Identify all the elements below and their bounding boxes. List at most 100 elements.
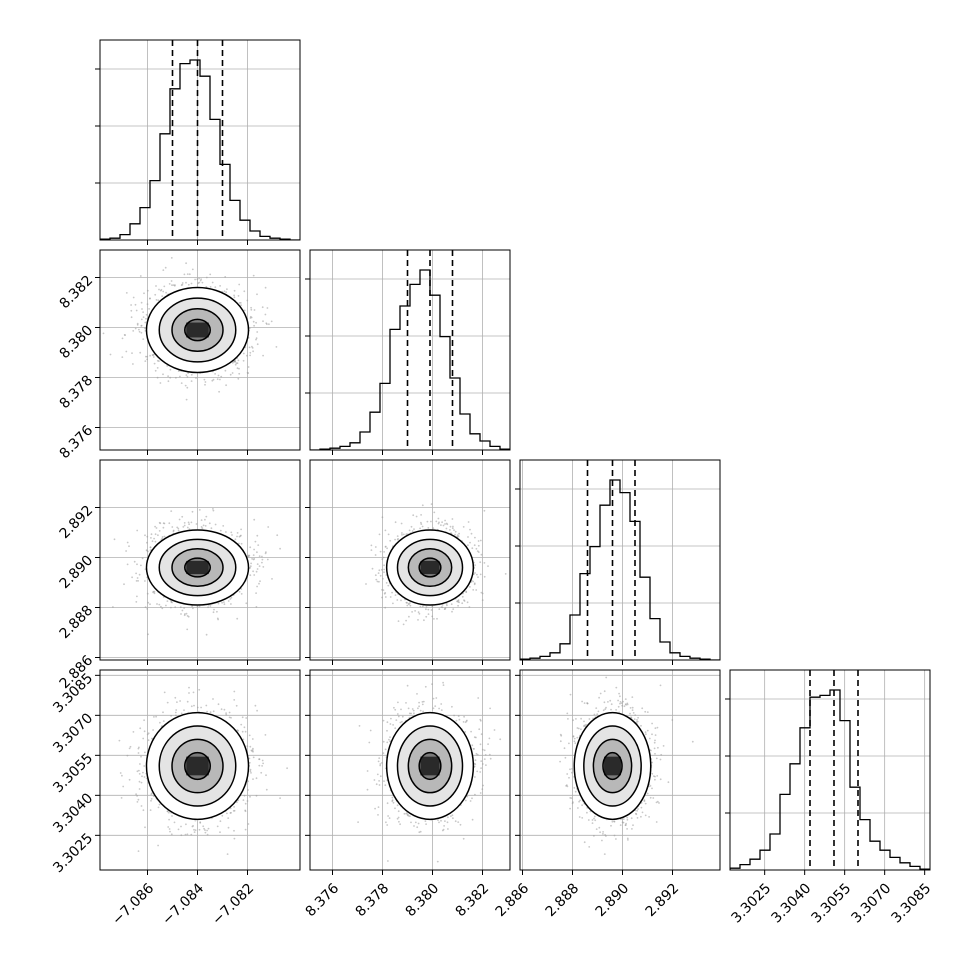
scatter-point xyxy=(418,612,421,615)
scatter-point xyxy=(468,606,471,608)
scatter-point xyxy=(183,614,186,617)
scatter-point xyxy=(112,606,114,608)
scatter-point xyxy=(251,347,254,349)
scatter-point xyxy=(196,278,199,281)
scatter-point xyxy=(181,282,184,284)
scatter-point xyxy=(381,589,383,591)
scatter-point xyxy=(258,555,261,557)
contour-line-2 xyxy=(396,538,464,597)
scatter-point xyxy=(396,538,399,541)
scatter-point xyxy=(391,591,393,594)
scatter-point xyxy=(243,309,246,312)
scatter-point xyxy=(231,534,233,536)
panel-content-0-0 xyxy=(100,40,300,240)
scatter-point xyxy=(481,599,484,601)
scatter-point xyxy=(431,615,434,618)
scatter-point xyxy=(236,617,239,620)
scatter-point xyxy=(142,316,145,318)
scatter-point xyxy=(252,350,255,353)
scatter-point xyxy=(413,528,415,530)
scatter-point xyxy=(467,544,469,547)
scatter-point xyxy=(146,289,149,292)
scatter-point xyxy=(261,555,263,558)
scatter-point xyxy=(374,574,377,577)
scatter-point xyxy=(454,533,456,536)
scatter-point xyxy=(223,290,226,293)
y-tick-label: 2.888 xyxy=(57,602,97,642)
scatter-point xyxy=(211,379,214,382)
scatter-point xyxy=(257,544,260,546)
scatter-point xyxy=(190,380,193,382)
scatter-point xyxy=(371,567,374,570)
scatter-point xyxy=(144,327,146,330)
scatter-point xyxy=(457,604,459,607)
scatter-point xyxy=(125,292,128,294)
scatter-point xyxy=(477,551,480,553)
scatter-point xyxy=(223,601,225,603)
scatter-point xyxy=(190,373,193,376)
scatter-point xyxy=(431,605,434,608)
scatter-point xyxy=(155,299,158,301)
scatter-point xyxy=(156,359,159,362)
scatter-point xyxy=(427,608,430,611)
scatter-point xyxy=(480,553,483,556)
scatter-point xyxy=(264,286,267,289)
scatter-point xyxy=(440,606,443,608)
scatter-point xyxy=(146,541,148,544)
scatter-point xyxy=(136,529,139,532)
scatter-point xyxy=(224,369,227,372)
scatter-point xyxy=(453,529,455,531)
scatter-point xyxy=(400,599,402,602)
scatter-point xyxy=(144,606,147,608)
scatter-point xyxy=(248,346,251,349)
panel-content-1-0 xyxy=(100,250,300,450)
contour-line-1 xyxy=(171,548,224,587)
scatter-point xyxy=(212,611,215,614)
scatter-point xyxy=(126,541,129,544)
scatter-point xyxy=(238,372,241,375)
scatter-point xyxy=(226,288,228,291)
scatter-point xyxy=(154,525,157,528)
scatter-point xyxy=(382,556,385,559)
scatter-point xyxy=(219,285,222,287)
scatter-point xyxy=(202,524,205,527)
scatter-point xyxy=(240,593,243,595)
scatter-point xyxy=(471,547,474,550)
scatter-point xyxy=(207,606,210,609)
panel-frame xyxy=(99,249,301,451)
scatter-point xyxy=(387,533,390,536)
scatter-point xyxy=(481,592,484,595)
scatter-point xyxy=(122,785,125,788)
scatter-point xyxy=(153,537,156,540)
scatter-point xyxy=(145,549,148,552)
scatter-point xyxy=(223,603,226,606)
scatter-point xyxy=(130,316,133,319)
scatter-point xyxy=(187,521,190,524)
scatter-point xyxy=(401,532,403,534)
scatter-point xyxy=(233,296,236,299)
scatter-point xyxy=(153,592,156,595)
scatter-point xyxy=(378,533,381,536)
scatter-point xyxy=(173,284,176,287)
scatter-point xyxy=(445,522,448,525)
scatter-point xyxy=(153,362,156,365)
scatter-point xyxy=(249,546,252,549)
scatter-point xyxy=(147,601,150,604)
scatter-point xyxy=(130,309,133,312)
scatter-point xyxy=(196,605,199,608)
scatter-point xyxy=(140,564,142,567)
scatter-point xyxy=(136,577,139,579)
scatter-point xyxy=(185,612,188,615)
scatter-point xyxy=(240,304,243,307)
scatter-point xyxy=(383,568,386,571)
scatter-point xyxy=(140,301,143,304)
scatter-point xyxy=(379,574,382,577)
scatter-point xyxy=(435,520,438,523)
scatter-point xyxy=(474,536,476,539)
scatter-point xyxy=(449,529,451,531)
contour-line-3 xyxy=(385,529,475,606)
scatter-point xyxy=(419,527,421,530)
scatter-point xyxy=(417,619,419,621)
scatter-point xyxy=(248,327,251,330)
scatter-point xyxy=(136,595,138,598)
